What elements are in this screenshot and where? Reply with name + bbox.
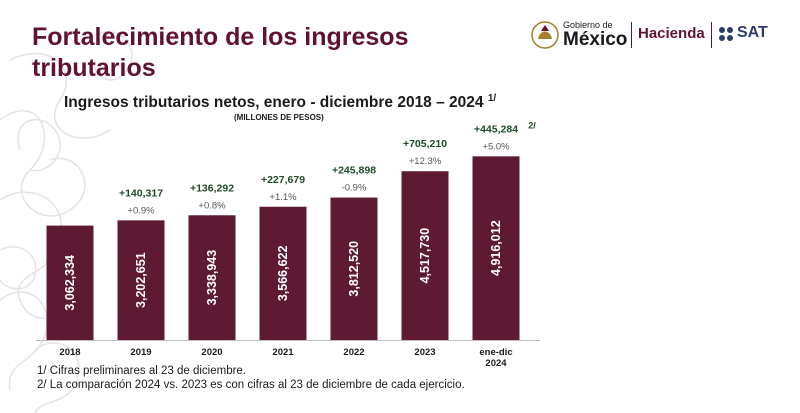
logo-divider <box>631 22 632 48</box>
x-tick-label: 2023 <box>414 347 435 358</box>
bar-value-label: 3,202,651 <box>134 252 148 308</box>
coat-of-arms-icon <box>531 21 559 49</box>
percent-change-label: +0.9% <box>127 205 155 216</box>
absolute-change-label: +227,679 <box>261 174 305 186</box>
x-tick-label: ene-dic <box>479 347 512 358</box>
absolute-change-label: +705,210 <box>403 138 447 150</box>
bar-value-label: 4,916,012 <box>489 220 503 276</box>
change-note-label: 2/ <box>528 120 536 130</box>
bar <box>117 220 165 340</box>
footnote-1: 1/ Cifras preliminares al 23 de diciembr… <box>37 365 247 377</box>
bar <box>472 156 520 340</box>
bar-value-label: 3,062,334 <box>63 255 77 311</box>
bar <box>259 206 307 340</box>
x-tick-label: 2021 <box>272 347 294 358</box>
absolute-change-label: +136,292 <box>190 182 234 194</box>
chart-title: Ingresos tributarios netos, enero - dici… <box>64 93 496 112</box>
chart-title-text: Ingresos tributarios netos, enero - dici… <box>64 94 484 112</box>
bar <box>330 197 378 340</box>
logo-divider <box>711 22 712 48</box>
bar-value-label: 4,517,730 <box>418 228 432 284</box>
page-title: Fortalecimiento de los ingresos tributar… <box>32 23 409 82</box>
hacienda-text: Hacienda <box>638 25 705 42</box>
chart-title-note: 1/ <box>487 93 497 104</box>
footnotes: 1/ Cifras preliminares al 23 de diciembr… <box>37 364 467 392</box>
gobierno-small-text: Gobierno de <box>563 20 613 30</box>
chart-subtitle: (MILLONES DE PESOS) <box>234 113 324 122</box>
percent-change-label: +5.0% <box>482 141 510 152</box>
percent-change-label: +0.8% <box>198 200 226 211</box>
percent-change-label: +12.3% <box>409 156 442 167</box>
bar-value-label: 3,812,520 <box>347 241 361 297</box>
bar <box>401 171 449 340</box>
gobierno-big-text: México <box>563 29 628 50</box>
x-tick-label: 2024 <box>485 358 507 369</box>
sat-text: SAT <box>737 24 768 41</box>
x-tick-label: 2019 <box>130 347 151 358</box>
percent-change-label: -0.9% <box>342 183 367 194</box>
bar-value-label: 3,566,622 <box>276 246 290 302</box>
government-logos: Gobierno de México Hacienda SAT <box>530 18 792 52</box>
x-tick-label: 2020 <box>201 347 222 358</box>
footnote-2: 2/ La comparación 2024 vs. 2023 es con c… <box>37 379 465 391</box>
x-tick-label: 2022 <box>343 347 364 358</box>
bar-value-label: 3,338,943 <box>205 250 219 306</box>
absolute-change-label: +445,284 <box>474 123 518 135</box>
x-tick-label: 2018 <box>59 347 80 358</box>
bar <box>188 215 236 340</box>
percent-change-label: +1.1% <box>269 192 297 203</box>
absolute-change-label: +245,898 <box>332 165 376 177</box>
bar <box>46 225 94 340</box>
absolute-change-label: +140,317 <box>119 187 163 199</box>
sat-dots-icon <box>719 27 733 41</box>
